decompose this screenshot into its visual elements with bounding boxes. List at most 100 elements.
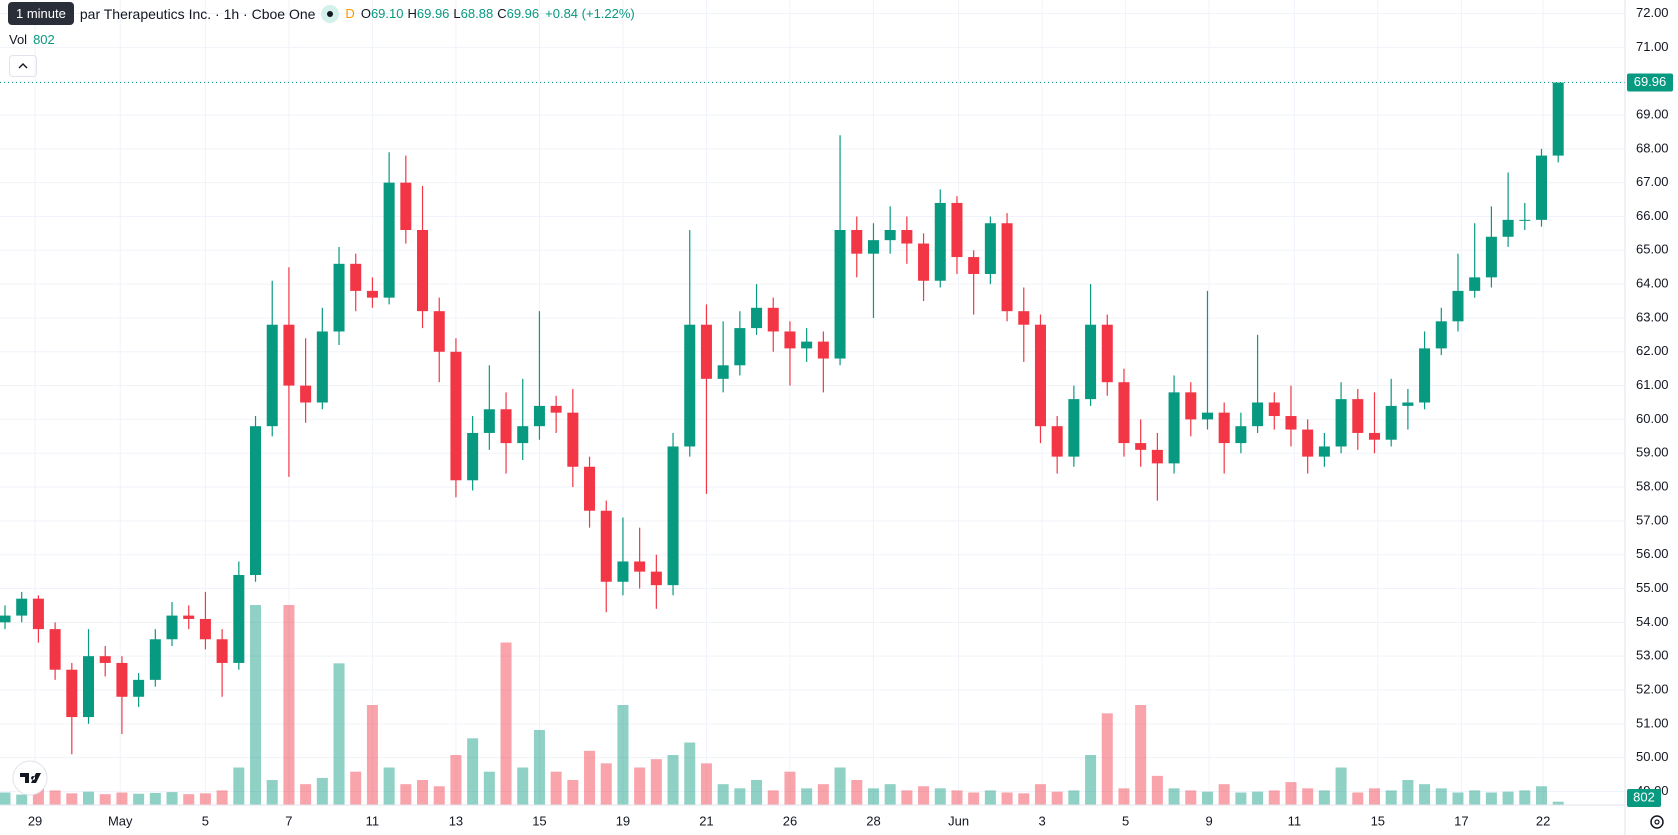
- volume-bar: [183, 794, 195, 805]
- candle-body: [1519, 219, 1531, 221]
- volume-bar: [1285, 782, 1297, 805]
- x-tick-label: 22: [1536, 813, 1550, 828]
- candle-body: [483, 409, 495, 433]
- volume-bar: [166, 792, 178, 805]
- volume-bar: [1502, 791, 1514, 805]
- volume-bar: [383, 767, 395, 805]
- candle-body: [1485, 236, 1497, 278]
- volume-bar: [884, 784, 896, 805]
- volume-bar: [1519, 790, 1531, 805]
- volume-bar: [1252, 791, 1264, 805]
- settings-icon: [1650, 815, 1664, 829]
- volume-bar: [667, 755, 679, 805]
- y-tick-label: 55.00: [1636, 580, 1669, 595]
- candle-body: [133, 679, 145, 697]
- badge: D: [345, 6, 355, 21]
- volume-bar: [32, 788, 44, 805]
- volume-bar: [300, 784, 312, 805]
- candle-body: [1502, 219, 1514, 237]
- y-tick-label: 62.00: [1636, 343, 1669, 358]
- ohlc-values: O 69.10 H 69.96 L 68.88 C 69.96: [361, 6, 539, 21]
- candle-body: [751, 307, 763, 329]
- candle-body: [817, 341, 829, 359]
- volume-bar: [283, 605, 295, 805]
- x-tick-label: 29: [28, 813, 42, 828]
- volume-bar: [617, 705, 629, 805]
- volume-bar: [901, 790, 913, 805]
- candle-body: [684, 324, 696, 447]
- candle-body: [951, 202, 963, 258]
- candle-body: [968, 257, 980, 274]
- candle-body: [1335, 399, 1347, 447]
- volume-bar: [16, 794, 28, 805]
- volume-bar: [500, 642, 512, 805]
- volume-bar: [1368, 788, 1380, 805]
- volume-bar: [1452, 792, 1464, 805]
- volume-bar: [1352, 792, 1364, 805]
- x-tick-label: 11: [1288, 813, 1302, 828]
- candle-body: [1151, 449, 1163, 464]
- ohlc-value: 69.10: [370, 6, 404, 21]
- y-tick-label: 52.00: [1636, 681, 1669, 696]
- candle-body: [533, 405, 545, 427]
- volume-bar: [684, 742, 696, 805]
- volume-bar: [199, 793, 211, 805]
- x-tick-label: 15: [532, 813, 546, 828]
- candle-body: [1068, 399, 1080, 457]
- volume-bar: [49, 790, 61, 805]
- y-tick-label: 71.00: [1636, 39, 1669, 54]
- gear: [1650, 815, 1664, 829]
- volume-bar: [1435, 788, 1447, 805]
- tv-logo: [12, 760, 48, 796]
- x-tick-label: 11: [366, 813, 380, 828]
- candle-body: [283, 324, 295, 386]
- candle-body: [617, 561, 629, 582]
- volume-bar: [1235, 792, 1247, 805]
- candle-body: [1034, 324, 1046, 427]
- candle-body: [467, 432, 479, 481]
- change: +0.84 (+1.22%): [545, 6, 635, 21]
- volume-bar: [717, 784, 729, 805]
- volume-bar: [867, 788, 879, 805]
- volume-tag: [1627, 789, 1661, 807]
- candle-body: [199, 618, 211, 640]
- volume-bar: [66, 793, 78, 805]
- volume-bar: [1201, 791, 1213, 805]
- candle-body: [32, 598, 44, 630]
- tooltip: 1 minute: [8, 2, 74, 25]
- y-tick-label: 54.00: [1636, 614, 1669, 629]
- x-tick-label: May: [108, 813, 133, 828]
- volume-bar: [567, 780, 579, 805]
- symbol-title[interactable]: par Therapeutics Inc. · 1h · Cboe One: [79, 5, 316, 22]
- candle-body: [16, 598, 28, 616]
- candle-body: [734, 328, 746, 366]
- volume-bar: [116, 792, 128, 805]
- x-tick-label: 13: [449, 813, 463, 828]
- candle-body: [851, 230, 863, 254]
- volume-bar: [1018, 793, 1030, 805]
- y-tick-label: 63.00: [1636, 309, 1669, 324]
- volume-bar: [99, 794, 111, 805]
- collapse-button[interactable]: [9, 55, 37, 77]
- volume-bar: [1185, 790, 1197, 805]
- volume-bar: [984, 790, 996, 805]
- candle-body: [366, 290, 378, 298]
- candle-body: [1452, 290, 1464, 322]
- volume-bar: [517, 767, 529, 805]
- y-tick-label: 69.00: [1636, 106, 1669, 121]
- ohlc-key: O: [360, 6, 371, 21]
- candle-body: [333, 263, 345, 332]
- volume-bar: [133, 793, 145, 805]
- candle-body: [1419, 348, 1431, 403]
- candle-body: [49, 629, 61, 670]
- volume-bar: [1469, 790, 1481, 805]
- ohlc-key: C: [497, 6, 507, 21]
- candle-body: [717, 365, 729, 379]
- candle-body: [433, 311, 445, 352]
- candle-body: [634, 561, 646, 572]
- candle-body: [350, 263, 362, 291]
- volume-bar: [266, 780, 278, 805]
- candle-body: [400, 182, 412, 230]
- volume-bar: [1335, 767, 1347, 805]
